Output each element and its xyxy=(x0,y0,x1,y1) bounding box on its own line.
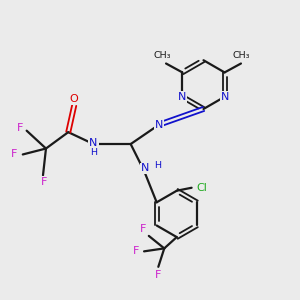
Text: O: O xyxy=(70,94,79,104)
Text: H: H xyxy=(154,161,161,170)
Text: F: F xyxy=(140,224,147,234)
Text: N: N xyxy=(220,92,229,102)
Text: F: F xyxy=(133,246,139,256)
Text: Cl: Cl xyxy=(196,183,208,193)
Text: F: F xyxy=(11,149,18,160)
Text: F: F xyxy=(17,123,23,133)
Text: CH₃: CH₃ xyxy=(154,51,171,60)
Text: N: N xyxy=(89,138,98,148)
Text: N: N xyxy=(155,120,163,130)
Text: N: N xyxy=(178,92,187,102)
Text: CH₃: CH₃ xyxy=(233,51,250,60)
Text: F: F xyxy=(41,177,48,187)
Text: F: F xyxy=(155,270,161,280)
Text: H: H xyxy=(90,148,97,157)
Text: N: N xyxy=(141,164,150,173)
